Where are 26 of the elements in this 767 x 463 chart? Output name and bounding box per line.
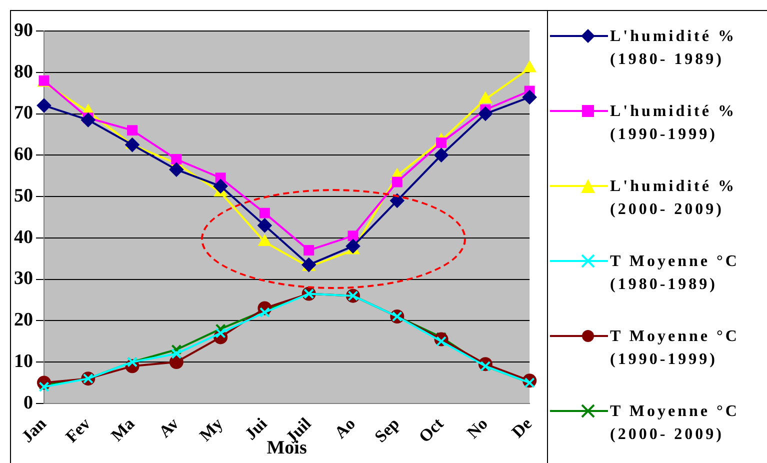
y-tick-label: 40 — [14, 226, 33, 248]
x-tick-label: De — [508, 414, 536, 442]
y-tick-label: 50 — [14, 185, 33, 206]
x-tick-label: My — [196, 414, 227, 445]
legend-label: T Moyenne °C (2000- 2009) — [610, 402, 740, 445]
x-tick-label: Fev — [62, 414, 94, 446]
y-tick-label: 70 — [14, 102, 33, 124]
x-tick-label: Oct — [415, 414, 448, 446]
legend-label: L'humidité % (1980- 1989) — [610, 27, 738, 70]
legend-label: L'humidité % (1990-1999) — [610, 102, 738, 145]
y-tick-label: 30 — [14, 268, 33, 290]
y-tick-label: 10 — [14, 350, 33, 372]
x-tick-label: No — [463, 414, 492, 442]
x-tick-label: Ao — [330, 414, 359, 442]
x-tick-label: Av — [155, 414, 183, 442]
legend-label: T Moyenne °C (1990-1999) — [610, 327, 740, 370]
y-tick-label: 80 — [14, 61, 33, 82]
x-tick-label: Sep — [370, 414, 404, 446]
y-tick-label: 20 — [14, 310, 33, 331]
y-tick-label: 90 — [14, 20, 33, 41]
x-tick-label: Jan — [18, 414, 50, 446]
y-tick-label: 0 — [24, 392, 33, 414]
legend-label: L'humidité % (2000- 2009) — [610, 177, 738, 220]
y-tick-label: 60 — [14, 144, 33, 166]
x-tick-label: Ma — [107, 414, 139, 445]
legend-label: T Moyenne °C (1980-1989) — [610, 252, 740, 295]
